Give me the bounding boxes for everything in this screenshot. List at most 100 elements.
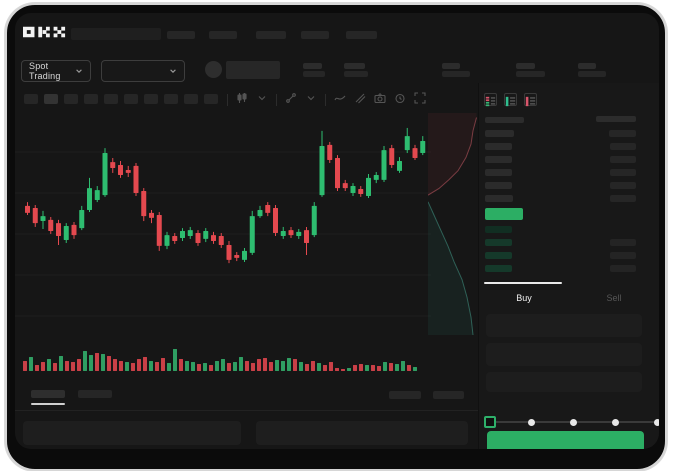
chart-tools — [227, 91, 426, 109]
bottom-tab-2[interactable] — [78, 390, 112, 398]
candle-16 — [141, 191, 147, 217]
candle-34 — [280, 231, 286, 236]
bottom-action-1[interactable] — [389, 391, 421, 399]
stat-value-3 — [442, 71, 470, 77]
book-combined-icon[interactable] — [484, 93, 497, 107]
stat-label-2 — [344, 63, 365, 69]
slider-stop-75[interactable] — [611, 418, 619, 426]
slider-stop-25[interactable] — [528, 418, 536, 426]
ask-price-3[interactable] — [485, 156, 512, 163]
chevron-down-icon[interactable] — [256, 91, 268, 109]
bid-price-2[interactable] — [485, 239, 512, 246]
candle-17 — [149, 212, 154, 218]
ask-amount-4 — [610, 169, 636, 176]
bid-amount-4 — [610, 265, 636, 272]
candle-36 — [296, 231, 302, 236]
candle-52 — [420, 141, 426, 154]
bid-amount-2 — [610, 239, 636, 246]
timeframe-2[interactable] — [44, 94, 58, 104]
candle-45 — [366, 177, 371, 196]
chevron-down-icon — [76, 69, 82, 73]
timeframe-3[interactable] — [64, 94, 78, 104]
candle-39 — [319, 146, 325, 196]
candle-10 — [94, 190, 100, 201]
timeframe-8[interactable] — [164, 94, 178, 104]
ruler-icon[interactable] — [354, 91, 366, 109]
candle-5 — [56, 223, 61, 236]
candle-7 — [71, 224, 77, 236]
nav-item-4[interactable] — [301, 31, 329, 39]
buy-submit-button[interactable] — [487, 431, 644, 449]
candle-6 — [63, 226, 69, 241]
stat-label-5 — [578, 63, 596, 69]
indicators-icon[interactable] — [285, 91, 297, 109]
book-bids-icon[interactable] — [504, 93, 517, 107]
total-input[interactable] — [486, 372, 642, 392]
candle-9 — [87, 188, 92, 210]
candle-33 — [273, 207, 278, 234]
volume-chart — [23, 349, 417, 371]
timeframe-10[interactable] — [204, 94, 218, 104]
candle-13 — [118, 165, 123, 175]
candle-3 — [40, 216, 46, 222]
toolbar-divider — [325, 94, 326, 106]
nav-item-2[interactable] — [209, 31, 237, 39]
alert-clock-icon[interactable] — [394, 91, 406, 109]
candle-1 — [25, 205, 30, 213]
ask-price-1[interactable] — [485, 130, 514, 137]
stat-label-1 — [303, 63, 322, 69]
candle-40 — [327, 144, 333, 161]
nav-item-5[interactable] — [346, 31, 377, 39]
timeframe-7[interactable] — [144, 94, 158, 104]
ask-price-5[interactable] — [485, 182, 512, 189]
candle-8 — [79, 209, 85, 229]
bid-price-3[interactable] — [485, 252, 512, 259]
slider-stop-0[interactable] — [484, 416, 496, 428]
book-asks-icon[interactable] — [524, 93, 537, 107]
bid-price-1[interactable] — [485, 226, 512, 233]
bottom-tab-1[interactable] — [31, 390, 65, 398]
market-type-dropdown[interactable]: Spot Trading — [21, 60, 91, 82]
candle-32 — [265, 205, 271, 213]
ask-price-2[interactable] — [485, 143, 512, 150]
candle-46 — [373, 174, 379, 180]
bottom-action-2[interactable] — [433, 391, 464, 399]
camera-icon[interactable] — [374, 91, 386, 109]
timeframe-9[interactable] — [184, 94, 198, 104]
candlestick-chart[interactable] — [15, 111, 431, 337]
timeframe-5[interactable] — [104, 94, 118, 104]
bottom-tab-indicator — [31, 403, 65, 405]
nav-item-1[interactable] — [167, 31, 195, 39]
pair-name-placeholder — [226, 61, 280, 79]
trading-app-screen: Spot Trading Buy Sell — [15, 13, 659, 449]
last-price-badge[interactable] — [485, 208, 523, 220]
timeframe-6[interactable] — [124, 94, 138, 104]
candle-37 — [304, 230, 309, 243]
pair-dropdown[interactable] — [101, 60, 185, 82]
candle-21 — [180, 231, 185, 239]
timeframe-1[interactable] — [24, 94, 38, 104]
tab-buy[interactable]: Buy — [516, 293, 532, 303]
ask-price-4[interactable] — [485, 169, 512, 176]
ask-price-6[interactable] — [485, 195, 513, 202]
ask-amount-1 — [609, 130, 636, 137]
bid-price-4[interactable] — [485, 265, 512, 272]
slider-stop-50[interactable] — [570, 418, 577, 426]
line-tool-icon[interactable] — [334, 91, 346, 109]
tab-sell[interactable]: Sell — [606, 293, 622, 303]
amount-input[interactable] — [486, 343, 642, 366]
timeframe-4[interactable] — [84, 94, 98, 104]
ask-amount-2 — [610, 143, 636, 150]
nav-item-3[interactable] — [256, 31, 286, 39]
candle-31 — [257, 209, 263, 217]
search-placeholder[interactable] — [71, 28, 161, 40]
price-input[interactable] — [486, 314, 642, 337]
stat-value-4 — [516, 71, 545, 77]
candle-26 — [218, 235, 224, 246]
candle-35 — [288, 230, 294, 236]
candle-12 — [110, 162, 116, 168]
slider-stop-100[interactable] — [653, 418, 659, 426]
candles-icon[interactable] — [236, 91, 248, 109]
fullscreen-icon[interactable] — [414, 91, 426, 109]
chevron-down-icon[interactable] — [305, 91, 317, 109]
